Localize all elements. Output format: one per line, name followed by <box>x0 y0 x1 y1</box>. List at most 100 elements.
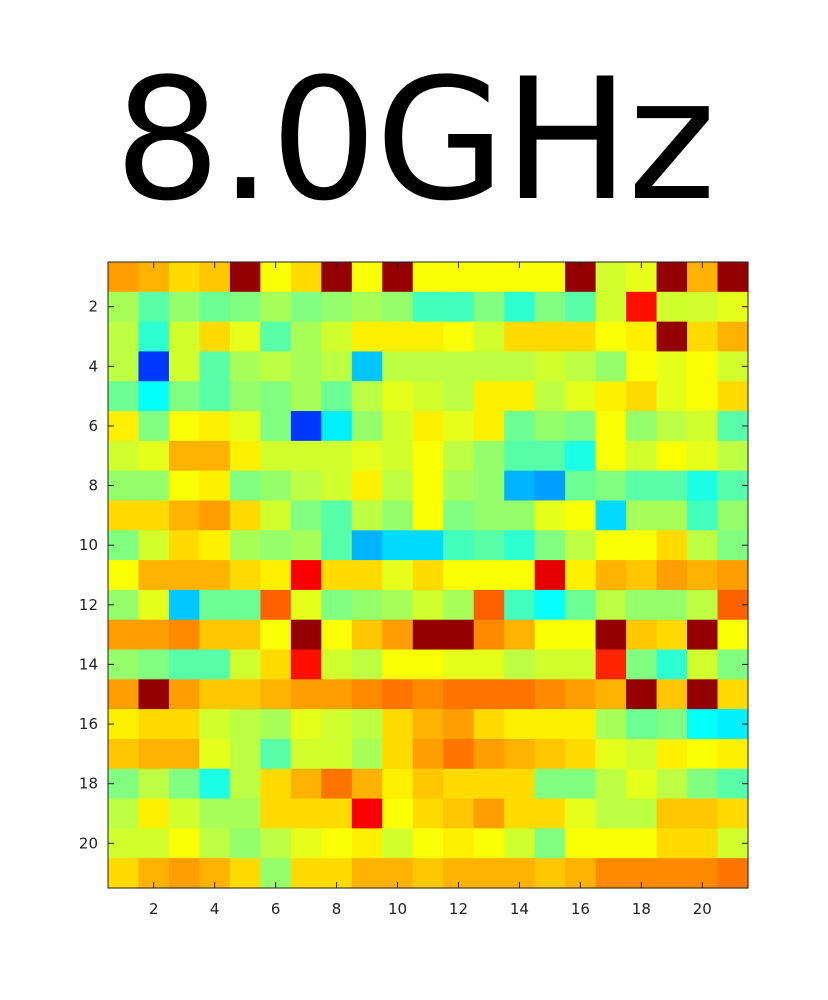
heatmap-cell <box>138 322 169 352</box>
heatmap-cell <box>199 530 230 560</box>
heatmap-cell <box>260 500 291 530</box>
heatmap-cell <box>626 292 657 322</box>
heatmap-cell <box>291 322 322 352</box>
heatmap-cell <box>413 620 444 650</box>
heatmap-cell <box>443 441 474 471</box>
heatmap-cell <box>687 828 718 858</box>
heatmap-cell <box>321 441 352 471</box>
heatmap-cell <box>687 322 718 352</box>
heatmap-cell <box>687 351 718 381</box>
heatmap-cell <box>382 650 413 680</box>
heatmap-cell <box>199 351 230 381</box>
heatmap-cell <box>565 530 596 560</box>
heatmap-cell <box>718 858 749 888</box>
heatmap-cell <box>138 292 169 322</box>
heatmap-cell <box>443 650 474 680</box>
heatmap-cell <box>291 471 322 501</box>
heatmap-cell <box>382 411 413 441</box>
heatmap-cell <box>352 769 383 799</box>
heatmap-cell <box>138 351 169 381</box>
heatmap-cell <box>321 709 352 739</box>
y-tick-label: 14 <box>79 655 98 673</box>
heatmap-cell <box>199 381 230 411</box>
heatmap-cell <box>199 292 230 322</box>
heatmap-cell <box>321 769 352 799</box>
heatmap-cell <box>413 411 444 441</box>
heatmap-cell <box>230 292 261 322</box>
heatmap-cell <box>352 709 383 739</box>
heatmap-cell <box>321 590 352 620</box>
heatmap-cell <box>657 471 688 501</box>
heatmap-cell <box>657 799 688 829</box>
heatmap-cell <box>443 322 474 352</box>
heatmap-cell <box>504 828 535 858</box>
heatmap-cell <box>291 411 322 441</box>
heatmap-cell <box>138 500 169 530</box>
heatmap-cell <box>260 381 291 411</box>
heatmap-cell <box>413 381 444 411</box>
heatmap-cell <box>535 679 566 709</box>
heatmap-cell <box>321 471 352 501</box>
heatmap-cell <box>535 292 566 322</box>
heatmap-cell <box>169 322 200 352</box>
heatmap-cell <box>687 441 718 471</box>
y-tick-label: 20 <box>79 834 98 852</box>
heatmap-cell <box>352 799 383 829</box>
heatmap-cell <box>199 590 230 620</box>
heatmap-cell <box>596 411 627 441</box>
heatmap-cell <box>565 292 596 322</box>
heatmap-cell <box>321 679 352 709</box>
heatmap-cell <box>382 739 413 769</box>
heatmap-cell <box>291 650 322 680</box>
heatmap-cell <box>321 650 352 680</box>
heatmap-cell <box>504 292 535 322</box>
heatmap-cell <box>687 560 718 590</box>
heatmap-cell <box>504 500 535 530</box>
heatmap-cell <box>626 381 657 411</box>
heatmap-cell <box>596 441 627 471</box>
heatmap-cell <box>138 381 169 411</box>
x-tick-label: 6 <box>271 900 281 918</box>
x-tick-label: 4 <box>210 900 220 918</box>
heatmap-cell <box>291 828 322 858</box>
heatmap-cell <box>718 262 749 292</box>
heatmap-cell <box>230 590 261 620</box>
heatmap-cell <box>596 381 627 411</box>
heatmap-cell <box>657 500 688 530</box>
heatmap-cell <box>199 739 230 769</box>
heatmap-cell <box>169 560 200 590</box>
heatmap-cell <box>565 620 596 650</box>
heatmap-cell <box>321 411 352 441</box>
heatmap-cell <box>260 799 291 829</box>
heatmap-cell <box>535 799 566 829</box>
heatmap-cell <box>260 679 291 709</box>
heatmap-cell <box>138 530 169 560</box>
y-tick-label: 8 <box>88 477 98 495</box>
heatmap-cell <box>657 322 688 352</box>
heatmap-cell <box>108 381 139 411</box>
heatmap-cell <box>535 828 566 858</box>
heatmap-cell <box>657 828 688 858</box>
heatmap-cell <box>474 471 505 501</box>
heatmap-cell <box>687 739 718 769</box>
heatmap-cell <box>260 441 291 471</box>
heatmap-cell <box>504 530 535 560</box>
heatmap-cell <box>382 530 413 560</box>
heatmap-cell <box>291 530 322 560</box>
heatmap-cell <box>504 411 535 441</box>
heatmap-cell <box>443 828 474 858</box>
heatmap-cell <box>687 650 718 680</box>
heatmap-cell <box>260 322 291 352</box>
heatmap-cell <box>565 351 596 381</box>
heatmap-cell <box>199 828 230 858</box>
heatmap-cell <box>626 828 657 858</box>
heatmap-cell <box>169 351 200 381</box>
heatmap-cell <box>443 620 474 650</box>
heatmap-cell <box>352 858 383 888</box>
heatmap-cell <box>626 530 657 560</box>
heatmap-cell <box>138 441 169 471</box>
heatmap-cell <box>108 739 139 769</box>
heatmap-cell <box>504 381 535 411</box>
heatmap-cell <box>169 769 200 799</box>
heatmap-cell <box>474 292 505 322</box>
